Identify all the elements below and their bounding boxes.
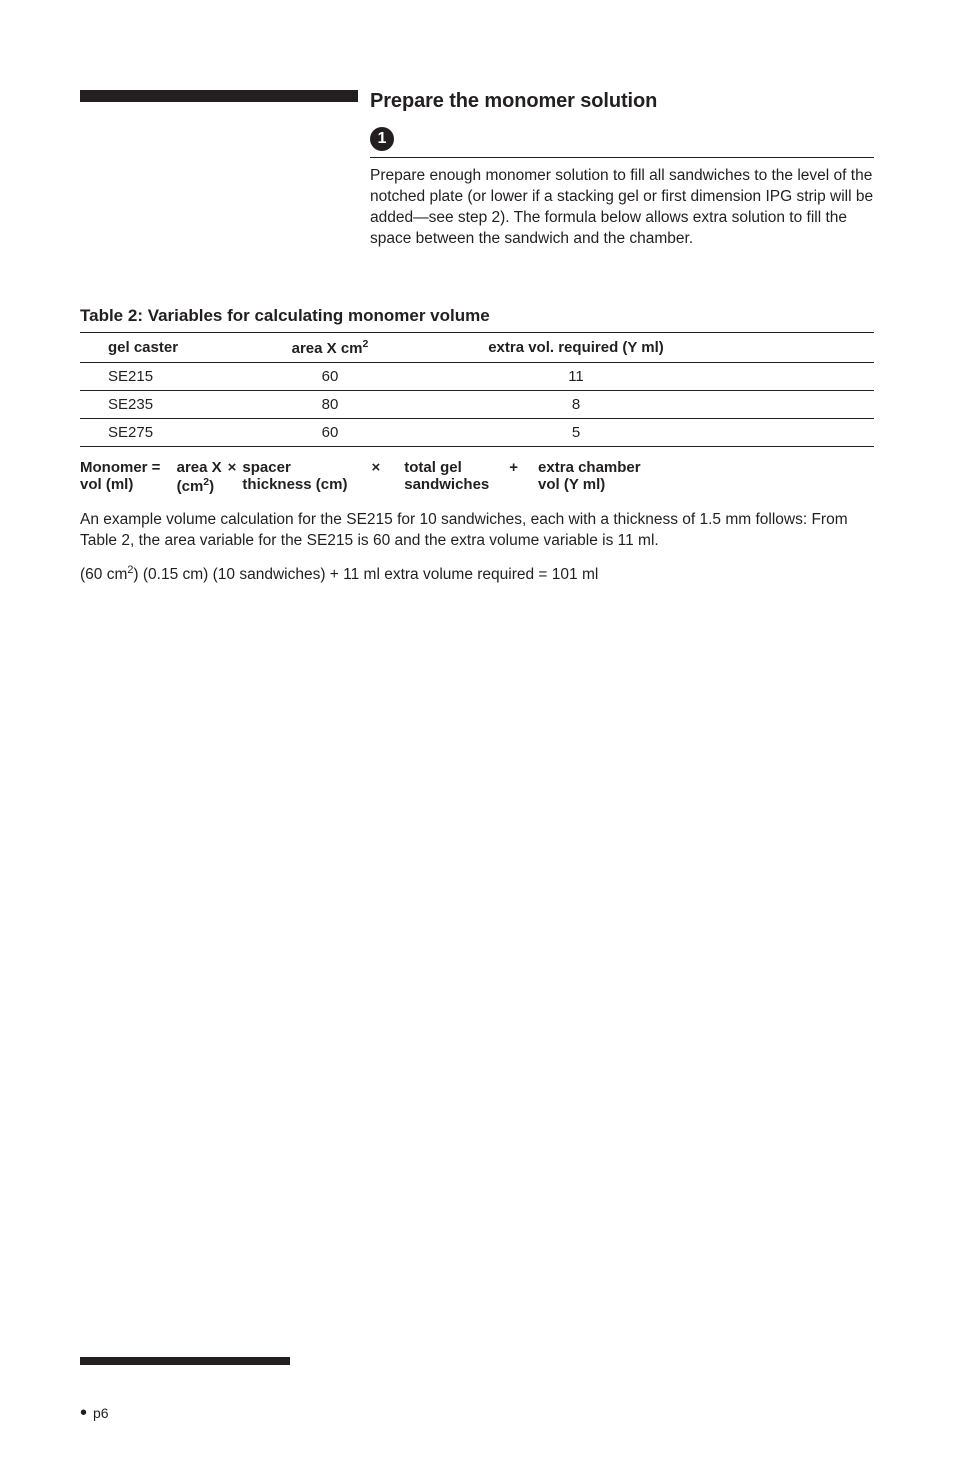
formula-op: × xyxy=(228,459,237,476)
formula-text: area X xyxy=(177,459,222,476)
content-column: Prepare the monomer solution 1 Prepare e… xyxy=(358,90,874,250)
formula-term: area X (cm2) xyxy=(177,459,222,495)
table-cell: 80 xyxy=(220,390,440,418)
table-header: gel caster xyxy=(80,332,220,362)
table-header: area X cm2 xyxy=(220,332,440,362)
step-number: 1 xyxy=(378,130,387,148)
formula-text: thickness (cm) xyxy=(242,476,347,493)
formula-text: (cm2) xyxy=(177,476,222,495)
intro-paragraph: Prepare enough monomer solution to fill … xyxy=(370,166,874,250)
table-cell: SE235 xyxy=(80,390,220,418)
table-cell: 8 xyxy=(440,390,874,418)
variables-table: gel caster area X cm2 extra vol. require… xyxy=(80,332,874,447)
formula-term: extra chamber vol (Y ml) xyxy=(538,459,641,493)
formula-term: spacer thickness (cm) xyxy=(242,459,347,493)
table-cell: 5 xyxy=(440,418,874,446)
formula-op: × xyxy=(371,459,380,476)
section-heading: Prepare the monomer solution xyxy=(370,90,874,113)
table-cell: SE215 xyxy=(80,362,220,390)
formula-text: sandwiches xyxy=(404,476,489,493)
formula-text: total gel xyxy=(404,459,489,476)
table-cell: 60 xyxy=(220,418,440,446)
page-number-text: p6 xyxy=(93,1405,109,1421)
formula-op: + xyxy=(509,459,518,476)
spacer xyxy=(166,459,170,476)
table-header-row: gel caster area X cm2 extra vol. require… xyxy=(80,332,874,362)
table-title: Table 2: Variables for calculating monom… xyxy=(80,306,874,326)
formula-text: vol (ml) xyxy=(80,476,160,493)
top-section: Prepare the monomer solution 1 Prepare e… xyxy=(80,90,874,250)
table-row: SE235 80 8 xyxy=(80,390,874,418)
table-cell: SE275 xyxy=(80,418,220,446)
example-paragraph: An example volume calculation for the SE… xyxy=(80,509,874,552)
table-row: SE215 60 11 xyxy=(80,362,874,390)
step-number-circle: 1 xyxy=(370,127,394,151)
table-row: SE275 60 5 xyxy=(80,418,874,446)
footer-bar xyxy=(80,1357,290,1365)
formula-text: Monomer = xyxy=(80,459,160,476)
formula-text: vol (Y ml) xyxy=(538,476,641,493)
formula-text: extra chamber xyxy=(538,459,641,476)
header-bar xyxy=(80,90,358,102)
step-rule xyxy=(370,157,874,158)
table-cell: 11 xyxy=(440,362,874,390)
table-header: extra vol. required (Y ml) xyxy=(440,332,874,362)
footer: • p6 xyxy=(80,1357,290,1421)
page-number: • p6 xyxy=(80,1405,290,1421)
left-margin-column xyxy=(80,90,358,250)
formula-term: total gel sandwiches xyxy=(404,459,489,493)
table-cell: 60 xyxy=(220,362,440,390)
formula-text: spacer xyxy=(242,459,347,476)
calculation-line: (60 cm2) (0.15 cm) (10 sandwiches) + 11 … xyxy=(80,564,874,584)
formula: Monomer = vol (ml) area X (cm2) × spacer… xyxy=(80,459,874,495)
formula-lhs: Monomer = vol (ml) xyxy=(80,459,160,493)
